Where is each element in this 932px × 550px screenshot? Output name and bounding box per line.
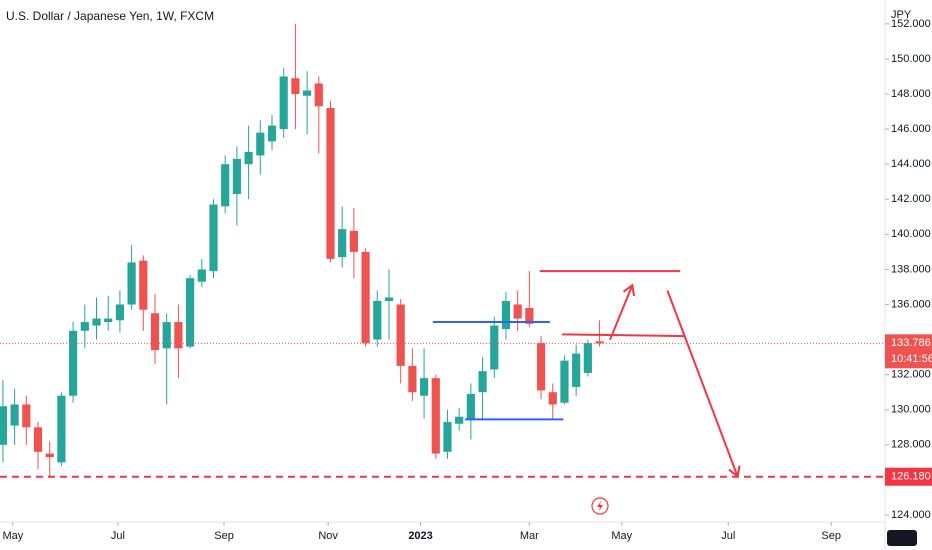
candle-body <box>478 371 487 393</box>
candle-body <box>209 204 218 272</box>
x-tick-label: May <box>2 530 23 542</box>
candle-body <box>115 304 125 321</box>
candle-body <box>197 269 206 282</box>
candle-body <box>455 416 464 424</box>
candle-body <box>0 406 8 445</box>
logo <box>887 530 917 546</box>
x-tick-label: May <box>611 530 632 542</box>
candle-body <box>431 378 440 454</box>
x-tick-label: Nov <box>318 530 338 542</box>
y-tick-label: 142.000 <box>891 193 931 205</box>
x-tick-label: Mar <box>520 530 539 542</box>
candle-body <box>45 453 54 458</box>
event-icon[interactable] <box>591 497 609 515</box>
candle-body <box>92 318 101 326</box>
drawing-line <box>666 290 739 477</box>
candle-body <box>104 318 113 323</box>
level-label: 126.180 <box>891 471 931 483</box>
x-tick-label: Jul <box>111 530 125 542</box>
candle-body <box>186 278 195 347</box>
y-tick-label: 140.000 <box>891 228 931 240</box>
candle-body <box>326 108 335 259</box>
candle-body <box>338 229 347 258</box>
countdown-label: 10:41:56 <box>891 353 932 365</box>
candle-body <box>513 304 522 319</box>
candle-body <box>162 322 171 349</box>
arrow-head <box>622 283 635 297</box>
x-tick-label: Sep <box>214 530 234 542</box>
candle-body <box>361 251 370 344</box>
arrow-head <box>728 465 741 479</box>
last-price-box <box>885 334 932 369</box>
candle-body <box>525 308 534 324</box>
candle-body <box>373 300 382 340</box>
candle-body <box>548 392 557 405</box>
x-tick-label: Sep <box>821 530 841 542</box>
chart-title: U.S. Dollar / Japanese Yen, 1W, FXCM <box>6 9 214 23</box>
candle-body <box>490 325 499 370</box>
candle-body <box>267 125 277 142</box>
candle-body <box>22 404 31 428</box>
candle-body <box>314 83 323 107</box>
candle-body <box>572 353 581 387</box>
y-tick-label: 124.000 <box>891 509 931 521</box>
y-tick-label: 130.000 <box>891 404 931 416</box>
level-label-box <box>885 467 932 486</box>
candle-body <box>10 404 19 426</box>
candle-body <box>396 304 405 366</box>
candle-body <box>33 427 43 452</box>
candle-body <box>69 330 78 396</box>
candle-body <box>408 365 417 393</box>
y-tick-label: 136.000 <box>891 298 931 310</box>
candle-body <box>256 132 265 156</box>
last-price-label: 133.786 <box>891 337 931 349</box>
candle-body <box>302 90 312 96</box>
candle-body <box>244 151 253 165</box>
candle-body <box>536 343 546 391</box>
y-tick-label: 138.000 <box>891 263 931 275</box>
candle-body <box>150 313 160 351</box>
candle-body <box>174 322 183 349</box>
plot <box>0 23 885 479</box>
candle-body <box>139 260 148 310</box>
candle-body <box>583 343 592 373</box>
candle-body <box>419 378 429 396</box>
candle-body <box>560 360 569 403</box>
candle-body <box>501 300 511 330</box>
candle-body <box>595 341 604 344</box>
candle-body <box>57 395 66 463</box>
candle-body <box>466 393 475 419</box>
drawing-line <box>562 333 685 338</box>
y-tick-label: 144.000 <box>891 158 931 170</box>
y-tick-label: 152.000 <box>891 18 931 30</box>
candle-body <box>127 262 136 305</box>
y-tick-label: 128.000 <box>891 439 931 451</box>
y-tick-label: 148.000 <box>891 88 931 100</box>
candle-body <box>349 230 358 252</box>
candle-body <box>232 158 241 194</box>
candle-body <box>80 322 89 331</box>
drawing-line <box>609 284 634 340</box>
candle-body <box>384 297 394 301</box>
y-tick-label: 132.000 <box>891 369 931 381</box>
candle-body <box>443 422 452 452</box>
y-tick-label: 150.000 <box>891 53 931 65</box>
axis-unit: JPY <box>891 9 912 21</box>
candle-body <box>279 76 288 130</box>
candle-body <box>221 164 230 207</box>
y-tick-label: 146.000 <box>891 123 931 135</box>
x-tick-label: Jul <box>721 530 735 542</box>
x-tick-label: 2023 <box>408 530 432 542</box>
candle-body <box>291 78 300 95</box>
